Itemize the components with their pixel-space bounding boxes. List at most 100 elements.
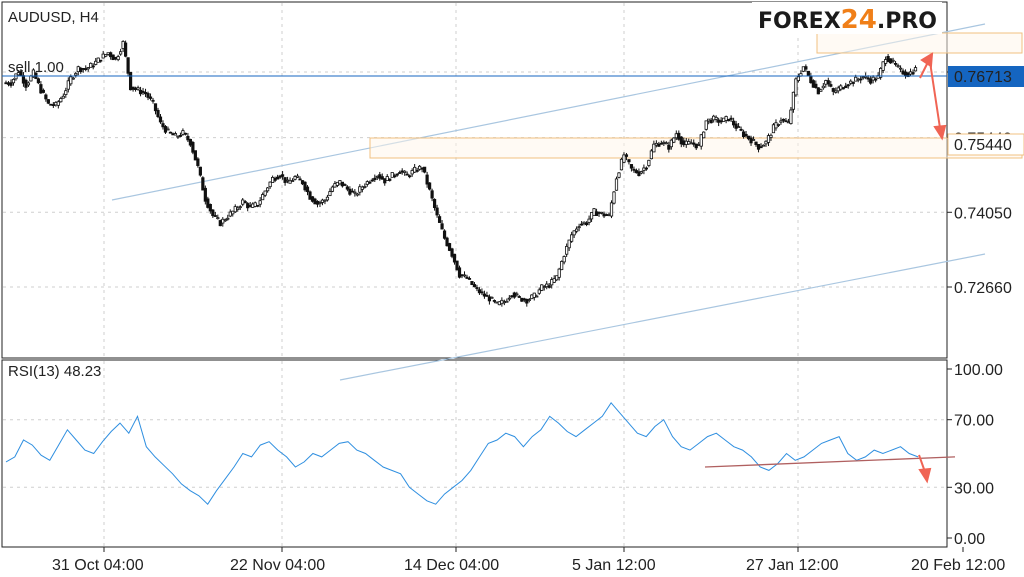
candle-body: [388, 178, 392, 181]
candle-body: [839, 85, 843, 90]
candle-body: [146, 93, 150, 98]
candle-body: [672, 137, 676, 143]
candle-body: [206, 198, 210, 208]
candle-body: [285, 179, 290, 182]
candle-body: [754, 141, 758, 146]
candle-body: [400, 170, 404, 173]
candle-body: [632, 168, 636, 171]
rsi-label: RSI(13) 48.23: [8, 363, 101, 380]
candle-body: [201, 177, 205, 191]
candle-body: [884, 59, 888, 64]
candle-body: [86, 67, 90, 70]
candle-body: [425, 174, 429, 185]
candle-body: [178, 135, 183, 137]
candle-body: [355, 193, 359, 196]
candle-body: [552, 278, 556, 283]
candle-body: [21, 75, 26, 84]
candle-body: [308, 191, 312, 200]
candle-body: [644, 167, 648, 170]
symbol-label: AUDUSD, H4: [8, 9, 99, 26]
candle-body: [54, 101, 58, 106]
candle-body: [734, 123, 738, 129]
candle-body: [46, 99, 50, 104]
candle-body: [629, 164, 634, 169]
rsi-grid: [3, 361, 946, 546]
candle-body: [76, 66, 80, 73]
candle-body: [193, 150, 197, 161]
candle-body: [846, 84, 850, 87]
candle-body: [854, 76, 858, 82]
candle-body: [261, 194, 265, 201]
candle-body: [315, 200, 320, 205]
candle-body: [365, 181, 369, 185]
candle-body: [555, 275, 559, 281]
candle-body: [181, 130, 185, 135]
logo-part1: FOREX: [758, 9, 841, 34]
candle-body: [333, 183, 337, 188]
candle-body: [390, 172, 394, 178]
candle-body: [836, 87, 840, 92]
candle-body: [241, 199, 245, 205]
candle-body: [520, 297, 524, 302]
candle-body: [856, 78, 860, 81]
candle-body: [784, 120, 788, 123]
candle-body: [746, 135, 751, 140]
candle-body: [251, 203, 255, 208]
candle-body: [29, 75, 33, 82]
candle-body: [694, 143, 698, 149]
candle-body: [288, 180, 292, 184]
candle-body: [216, 217, 220, 220]
candle-body: [51, 104, 55, 107]
candle-body: [475, 287, 479, 289]
candle-body: [84, 68, 88, 70]
candle-body: [724, 116, 728, 121]
candle-body: [831, 88, 835, 92]
candle-body: [91, 65, 95, 68]
candle-body: [849, 80, 853, 84]
candle-body: [465, 276, 469, 279]
candle-body: [408, 175, 412, 178]
candle-body: [729, 117, 733, 120]
candle-body: [111, 54, 115, 61]
candle-body: [639, 171, 644, 174]
candle-body: [266, 187, 270, 192]
candle-body: [769, 134, 773, 138]
candle-body: [532, 292, 536, 298]
candle-body: [370, 179, 374, 182]
candle-body: [276, 176, 280, 180]
candle-body: [121, 41, 125, 49]
candle-body: [816, 87, 820, 95]
candle-body: [442, 230, 447, 239]
candle-body: [310, 196, 315, 202]
candle-body: [403, 170, 407, 173]
candle-body: [749, 137, 753, 144]
upper-resistance-zone: [816, 32, 1023, 54]
candle-body: [305, 186, 310, 193]
candle-body: [540, 284, 544, 291]
candle-body: [467, 277, 472, 280]
candle-body: [153, 103, 158, 112]
candle-body: [801, 66, 805, 72]
candle-body: [141, 90, 145, 93]
candle-body: [480, 291, 484, 294]
candle-body: [525, 298, 529, 304]
candle-body: [393, 175, 397, 178]
candle-body: [218, 220, 222, 227]
candle-body: [502, 301, 506, 304]
candle-body: [343, 184, 347, 186]
candle-body: [756, 143, 761, 150]
candle-body: [231, 210, 235, 215]
candle-body: [637, 171, 641, 177]
candle-body: [440, 223, 444, 230]
candle-body: [602, 213, 606, 217]
candle-body: [879, 68, 883, 78]
rsi-tick-label: 70.00: [954, 413, 994, 430]
candle-body: [69, 76, 73, 85]
candle-body: [624, 154, 629, 157]
candle-body: [423, 166, 427, 173]
candles: [4, 40, 918, 307]
candle-body: [612, 191, 616, 204]
candle-body: [253, 202, 257, 207]
candle-body: [238, 206, 242, 209]
candle-body: [39, 84, 43, 94]
